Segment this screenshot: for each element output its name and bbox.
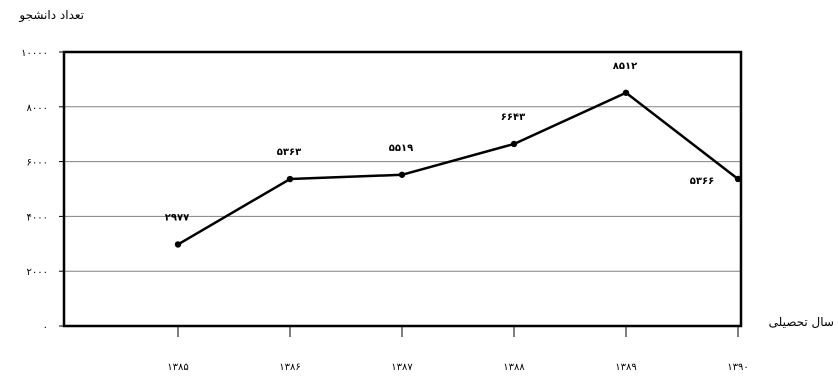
data-label: ۵۵۱۹	[389, 143, 413, 154]
y-tick-label: ۱۰۰۰۰	[21, 48, 48, 59]
data-label: ۵۳۶۶	[690, 176, 714, 187]
x-tick-label: ۱۳۸۵	[167, 362, 188, 373]
data-label: ۸۵۱۲	[613, 61, 637, 72]
x-tick-label: ۱۳۸۷	[391, 362, 413, 373]
x-tick-label: ۱۳۹۰	[727, 362, 748, 373]
data-point	[398, 171, 406, 178]
y-tick-label: ۰	[43, 322, 48, 333]
data-label: ۵۳۶۳	[277, 147, 301, 158]
x-axis-title: سال تحصیلی	[769, 315, 834, 329]
y-tick-label: ۸۰۰۰	[27, 103, 48, 114]
y-tick-label: ۲۰۰۰	[27, 267, 48, 278]
data-point	[734, 175, 742, 183]
y-tick-label: ۶۰۰۰	[27, 158, 48, 169]
data-point	[510, 140, 518, 148]
y-tick-label: ۴۰۰۰	[27, 212, 48, 223]
series-line	[177, 91, 739, 246]
data-label: ۶۶۴۳	[501, 112, 525, 123]
grid-lines	[64, 106, 741, 272]
y-axis-ticks: ۰ ۲۰۰۰ ۴۰۰۰ ۶۰۰۰ ۸۰۰۰ ۱۰۰۰۰	[21, 48, 64, 333]
x-axis-ticks: ۱۳۸۵ ۱۳۸۶ ۱۳۸۷ ۱۳۸۸ ۱۳۸۹ ۱۳۹۰	[167, 326, 749, 373]
data-point	[622, 89, 630, 96]
data-point	[286, 175, 294, 183]
x-tick-label: ۱۳۸۸	[503, 362, 525, 373]
y-axis-title: تعداد دانشجو	[18, 8, 84, 23]
series-layer: ۲۹۷۷ ۵۳۶۳ ۵۵۱۹ ۶۶۴۳ ۸۵۱۲ ۵۳۶۶	[165, 61, 742, 248]
x-tick-label: ۱۳۸۹	[615, 362, 636, 373]
data-point	[174, 241, 182, 248]
plot-area-frame	[62, 50, 743, 328]
x-tick-label: ۱۳۸۶	[279, 362, 300, 373]
data-label: ۲۹۷۷	[165, 212, 189, 223]
